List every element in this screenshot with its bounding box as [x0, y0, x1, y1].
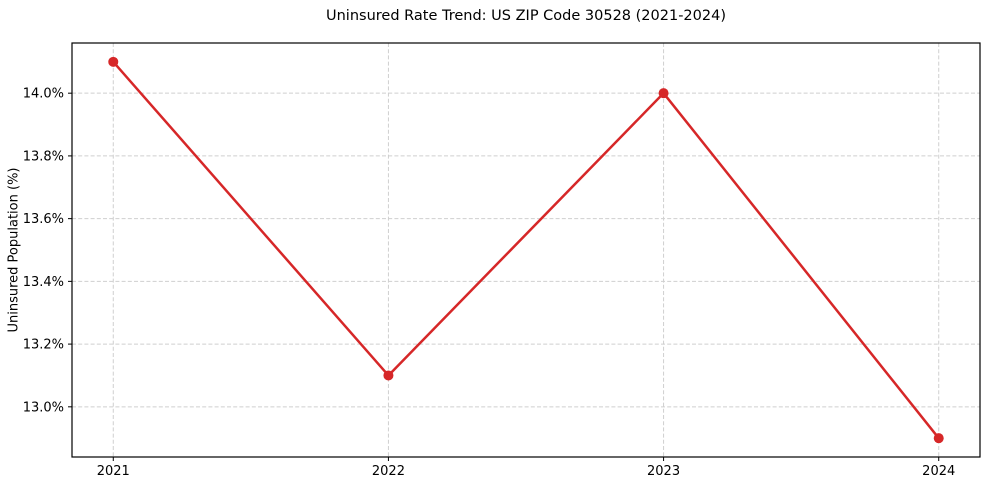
chart-title: Uninsured Rate Trend: US ZIP Code 30528 …: [326, 8, 726, 24]
x-tick-label: 2021: [97, 464, 130, 479]
y-tick-label: 13.4%: [23, 275, 64, 290]
data-point-marker: [933, 433, 944, 444]
y-tick-label: 13.2%: [23, 338, 64, 353]
y-tick-label: 13.8%: [23, 149, 64, 164]
y-tick-label: 14.0%: [23, 87, 64, 102]
x-tick-label: 2023: [647, 464, 680, 479]
plot-border: [71, 42, 981, 458]
data-point-marker: [108, 56, 119, 67]
x-tick-label: 2024: [922, 464, 955, 479]
y-tick-label: 13.0%: [23, 400, 64, 415]
trend-line: [112, 60, 940, 440]
y-tick-label: 13.6%: [23, 212, 64, 227]
x-tick-label: 2022: [372, 464, 405, 479]
data-point-marker: [658, 88, 669, 99]
data-point-marker: [383, 370, 394, 381]
